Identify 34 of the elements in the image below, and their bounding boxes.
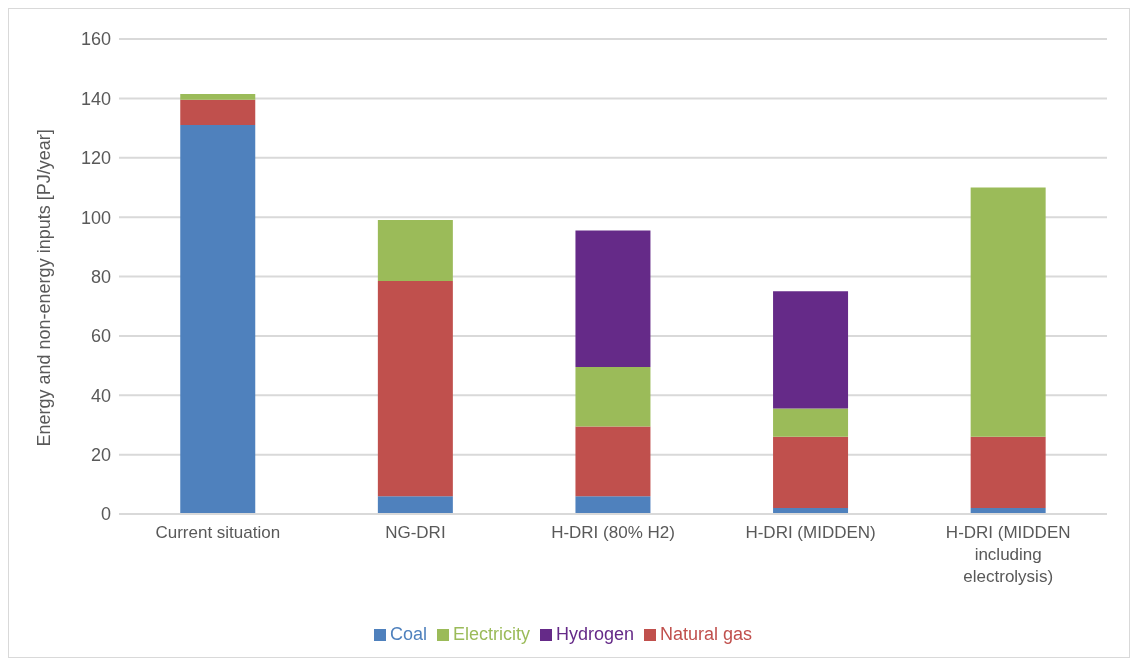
x-tick-label: Current situation (155, 523, 281, 542)
x-tick-label: NG-DRI (385, 523, 446, 542)
bar (575, 230, 651, 368)
y-tick-label: 160 (80, 29, 111, 50)
bar (773, 436, 849, 509)
bar (575, 367, 651, 427)
bar (377, 280, 453, 497)
x-tick-label: H-DRI (MIDDEN) (745, 523, 876, 542)
y-tick-label: 120 (80, 148, 111, 169)
legend-label: Electricity (452, 624, 530, 644)
legend-label: Hydrogen (555, 624, 635, 644)
bar (773, 291, 849, 409)
y-tick-label: 80 (90, 266, 111, 287)
bar (180, 99, 256, 126)
bar (377, 220, 453, 281)
y-tick-label: 0 (100, 504, 111, 525)
bar (773, 408, 849, 437)
y-tick-label: 140 (80, 88, 111, 109)
y-tick-label: 100 (80, 207, 111, 228)
x-tick-label: H-DRI (80% H2) (551, 523, 675, 542)
x-tick-label: H-DRI (MIDDEN including electrolysis) (945, 523, 1071, 586)
legend-label: Natural gas (660, 624, 753, 644)
bar (180, 93, 256, 100)
bar (970, 187, 1046, 437)
bar (575, 496, 651, 514)
bar (180, 125, 256, 514)
bar (970, 436, 1046, 509)
bar (575, 426, 651, 497)
y-tick-label: 60 (90, 326, 111, 347)
y-axis-title: Energy and non-energy inputs [PJ/year] (34, 129, 55, 447)
legend-label: Coal (389, 624, 427, 644)
y-tick-label: 20 (90, 445, 111, 466)
bar (377, 496, 453, 514)
y-tick-label: 40 (90, 385, 111, 406)
